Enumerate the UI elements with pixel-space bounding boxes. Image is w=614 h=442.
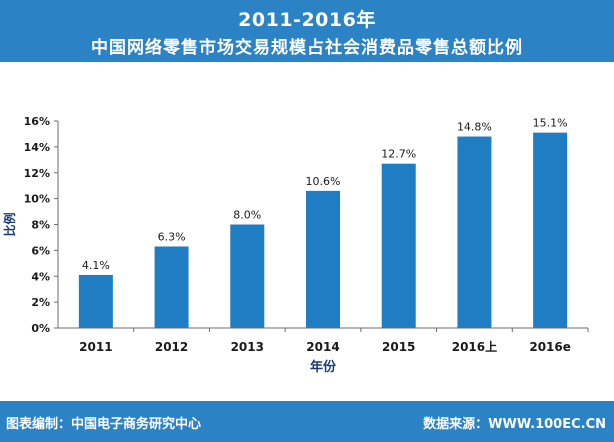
chart-title-years: 2011-2016年 [238, 9, 376, 31]
bar [230, 224, 265, 328]
x-tick-label: 2013 [231, 340, 264, 354]
y-axis-title: 比例 [2, 212, 17, 236]
data-label: 4.1% [82, 259, 110, 272]
y-tick-label: 6% [31, 244, 50, 257]
y-tick-label: 10% [24, 193, 50, 206]
data-label: 12.7% [381, 148, 416, 161]
y-tick-label: 12% [24, 167, 50, 180]
bar [306, 190, 340, 328]
bar [381, 163, 416, 328]
y-tick-label: 0% [31, 322, 50, 335]
bar [154, 246, 189, 328]
bar-chart: 0% 2% 4% 6% 8% 10% 12% 14% 16% 比例 4.1% 2011 6.3% 2012… [2, 115, 589, 375]
x-tick-label: 2016e [529, 340, 571, 354]
footer-credit: 图表编制：中国电子商务研究中心 [6, 417, 202, 432]
footer-source: 数据来源：WWW.100EC.CN [423, 417, 606, 432]
bar [78, 274, 113, 328]
x-tick-label: 2014 [306, 340, 339, 354]
bar [457, 136, 492, 328]
y-tick-label: 2% [31, 296, 50, 309]
x-tick-label: 2015 [382, 340, 415, 354]
title-banner: 2011-2016年 中国网络零售市场交易规模占社会消费品零售总额比例 [0, 0, 614, 62]
data-label: 10.6% [306, 175, 341, 188]
footer-banner: 图表编制：中国电子商务研究中心 数据来源：WWW.100EC.CN [0, 401, 614, 442]
y-tick-label: 8% [31, 219, 50, 232]
x-axis-title: 年份 [310, 359, 337, 375]
bar [533, 132, 568, 328]
y-tick-label: 4% [31, 270, 50, 283]
data-label: 14.8% [457, 121, 492, 134]
chart-area: 0% 2% 4% 6% 8% 10% 12% 14% 16% 比例 4.1% 2011 6.3% 2012… [0, 62, 614, 400]
data-label: 8.0% [233, 209, 261, 222]
y-tick-label: 16% [24, 115, 50, 128]
y-tick-label: 14% [24, 141, 50, 154]
x-tick-label: 2016上 [452, 339, 497, 354]
data-label: 6.3% [158, 230, 186, 243]
x-tick-label: 2011 [79, 340, 112, 354]
x-tick-label: 2012 [155, 340, 188, 354]
chart-title: 中国网络零售市场交易规模占社会消费品零售总额比例 [91, 38, 523, 58]
data-label: 15.1% [533, 117, 568, 130]
